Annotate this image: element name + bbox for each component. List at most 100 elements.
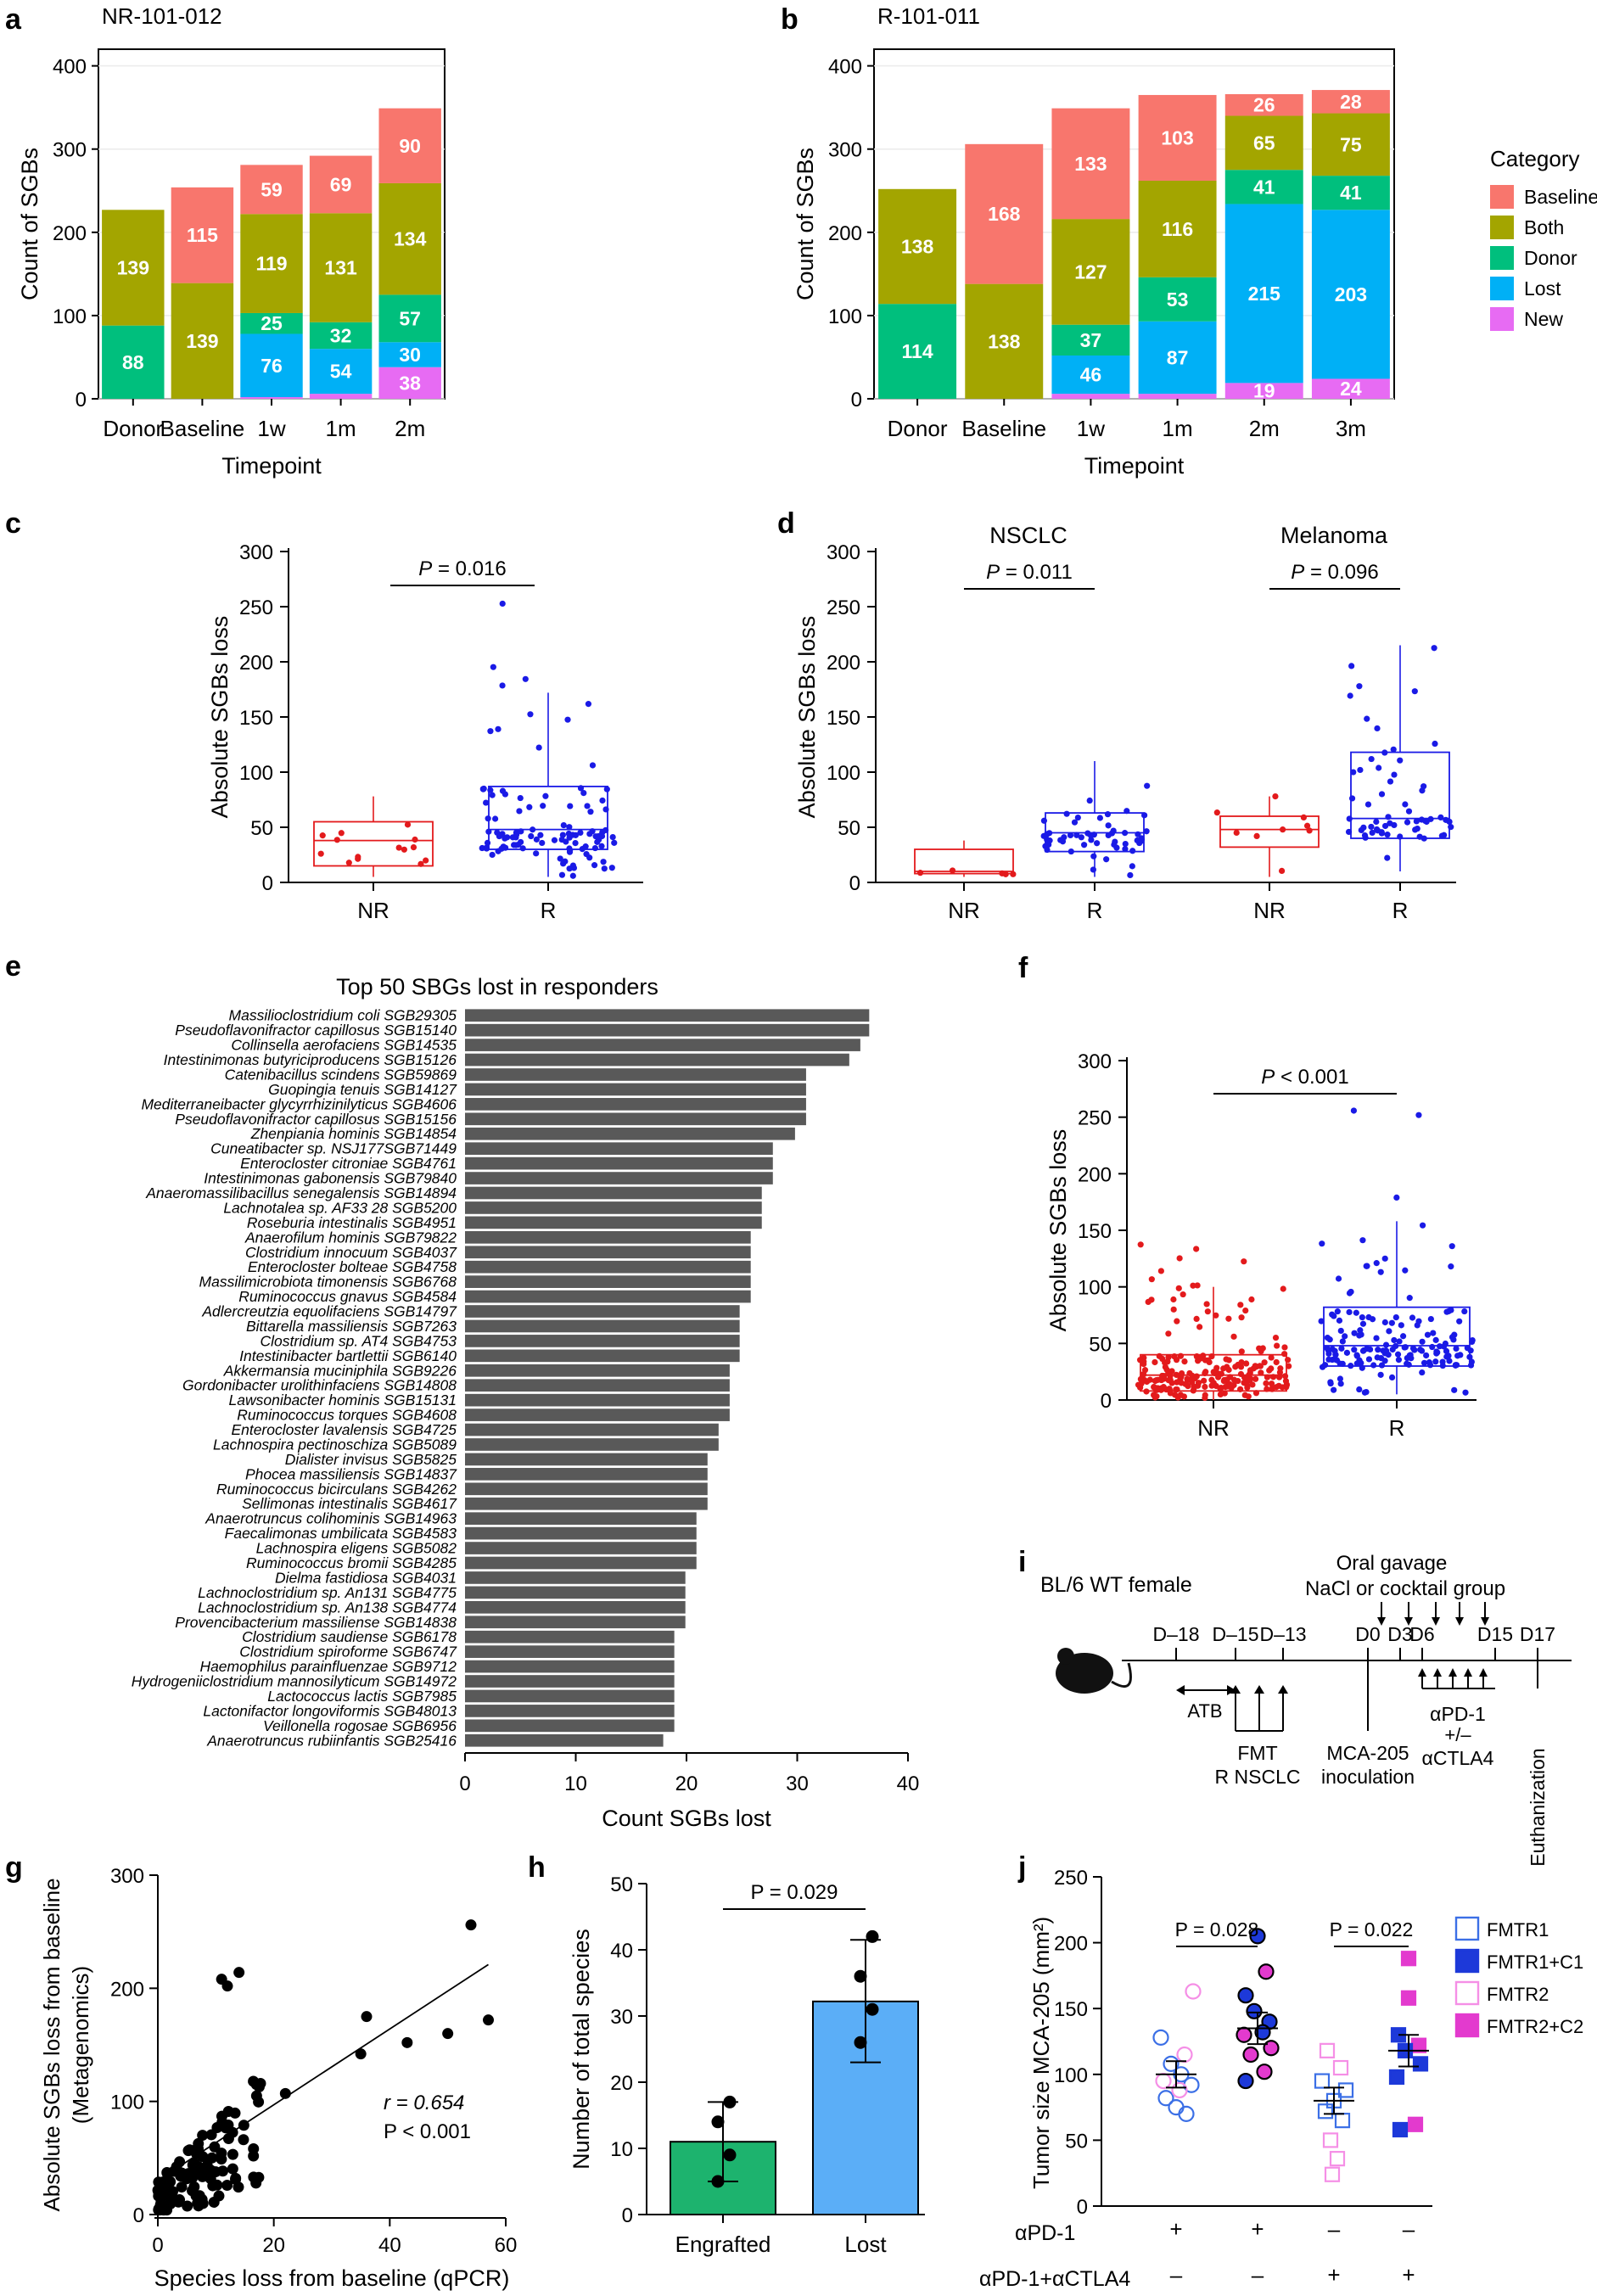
data-point	[227, 2148, 238, 2160]
y-tick-label: 300	[827, 541, 860, 564]
bar	[465, 1497, 708, 1510]
data-point	[1338, 1345, 1345, 1352]
data-point	[602, 826, 609, 834]
data-point	[1446, 818, 1453, 826]
data-point	[1281, 1351, 1288, 1358]
bar	[465, 1453, 708, 1466]
y-tick-label: 50	[610, 1873, 633, 1896]
bar	[465, 1542, 697, 1554]
data-point	[1215, 1374, 1222, 1380]
x-tick-label: 1m	[326, 416, 356, 441]
category-label: Pseudoflavonifractor capillosus SGB15156	[175, 1111, 457, 1128]
data-point	[496, 832, 502, 840]
data-point	[1238, 1358, 1245, 1366]
y-tick-label: 0	[851, 389, 862, 412]
y-tick-label: 50	[838, 817, 860, 840]
data-point	[1380, 1347, 1387, 1354]
data-point	[1351, 1347, 1358, 1353]
y-tick-label: 0	[76, 389, 87, 412]
data-point	[1127, 871, 1134, 879]
data-point	[1411, 1347, 1418, 1353]
fit-line	[157, 1963, 489, 2181]
data-point	[1432, 1358, 1439, 1365]
bar-segment	[171, 187, 234, 283]
data-point	[1384, 832, 1391, 838]
data-point	[1177, 1352, 1185, 1359]
data-point	[1134, 837, 1140, 844]
fmt-label: R NSCLC	[1215, 1766, 1301, 1788]
data-point	[1217, 1391, 1224, 1398]
data-point	[564, 716, 571, 723]
bar-segment	[1311, 176, 1390, 210]
data-point	[1364, 1263, 1370, 1269]
data-point	[1124, 808, 1130, 815]
data-point	[1233, 829, 1240, 837]
category-label: Provencibacterium massiliense SGB14838	[175, 1614, 457, 1631]
data-point	[1390, 746, 1397, 753]
data-point	[1241, 1258, 1247, 1265]
p-number: = 0.011	[1000, 561, 1073, 584]
data-point	[1174, 1394, 1181, 1401]
data-point	[1399, 1333, 1407, 1340]
data-point	[492, 815, 499, 822]
data-point	[558, 871, 566, 878]
data-point	[1208, 1376, 1215, 1383]
data-point	[1348, 663, 1355, 669]
data-point	[1351, 1330, 1358, 1336]
data-point	[1078, 834, 1084, 841]
x-tick-label: 0	[152, 2234, 163, 2257]
y-tick-label: 250	[1054, 1867, 1088, 1890]
data-point	[489, 792, 496, 798]
bar-segment	[309, 155, 373, 214]
data-point	[1268, 1380, 1275, 1387]
data-point	[401, 2036, 413, 2048]
p-value: P = 0.022	[1330, 1918, 1414, 1940]
data-point	[1157, 2090, 1174, 2107]
data-point	[1002, 871, 1009, 877]
category-label: Clostridium innocuum SGB4037	[245, 1244, 457, 1261]
data-point	[1040, 817, 1048, 824]
data-point	[1416, 833, 1423, 840]
x-tick-label: 20	[262, 2234, 285, 2257]
data-point	[1236, 2026, 1252, 2043]
data-point	[1202, 1383, 1208, 1391]
bar	[465, 1201, 762, 1214]
bar-segment	[1138, 277, 1217, 322]
y-axis-label: Count of SGBs	[17, 148, 42, 300]
data-point	[1268, 1354, 1275, 1361]
data-point	[1140, 1371, 1147, 1378]
category-label: Lachnoclostridium sp. An131 SGB4775	[198, 1584, 457, 1601]
mouse-tail	[1111, 1662, 1132, 1688]
data-point	[1405, 808, 1413, 815]
y-tick-label: 200	[827, 652, 860, 675]
data-point	[480, 785, 487, 792]
data-point	[233, 2181, 244, 2193]
data-point	[1353, 1352, 1360, 1358]
data-point	[551, 837, 558, 843]
data-point	[216, 2148, 227, 2159]
y-tick-label: 300	[1078, 1050, 1112, 1073]
category-label: Pseudoflavonifractor capillosus SGB15140	[175, 1022, 457, 1039]
data-point	[566, 824, 573, 831]
data-point	[1237, 1386, 1244, 1392]
data-point	[1281, 1344, 1288, 1351]
y-tick-label: 30	[610, 2006, 633, 2029]
data-point	[1449, 1334, 1456, 1341]
data-point	[1368, 823, 1375, 831]
data-point	[1225, 1366, 1232, 1374]
data-point	[1392, 2121, 1409, 2138]
data-point	[1448, 824, 1454, 831]
x-tick-label: 1w	[257, 416, 285, 441]
bar-segment	[240, 214, 303, 313]
inoculation-label: MCA-205	[1326, 1742, 1409, 1764]
data-point	[1152, 1377, 1158, 1385]
data-point	[1377, 1371, 1384, 1378]
data-point	[1370, 1362, 1377, 1369]
category-label: Massilimicrobiota timonensis SGB6768	[199, 1274, 457, 1291]
x-tick-label: 2m	[395, 416, 425, 441]
data-point	[1446, 1358, 1453, 1364]
data-point	[227, 2163, 238, 2175]
data-label: 139	[186, 330, 218, 352]
correlation-label: r = 0.654	[384, 2092, 464, 2114]
data-point	[1195, 1382, 1202, 1389]
